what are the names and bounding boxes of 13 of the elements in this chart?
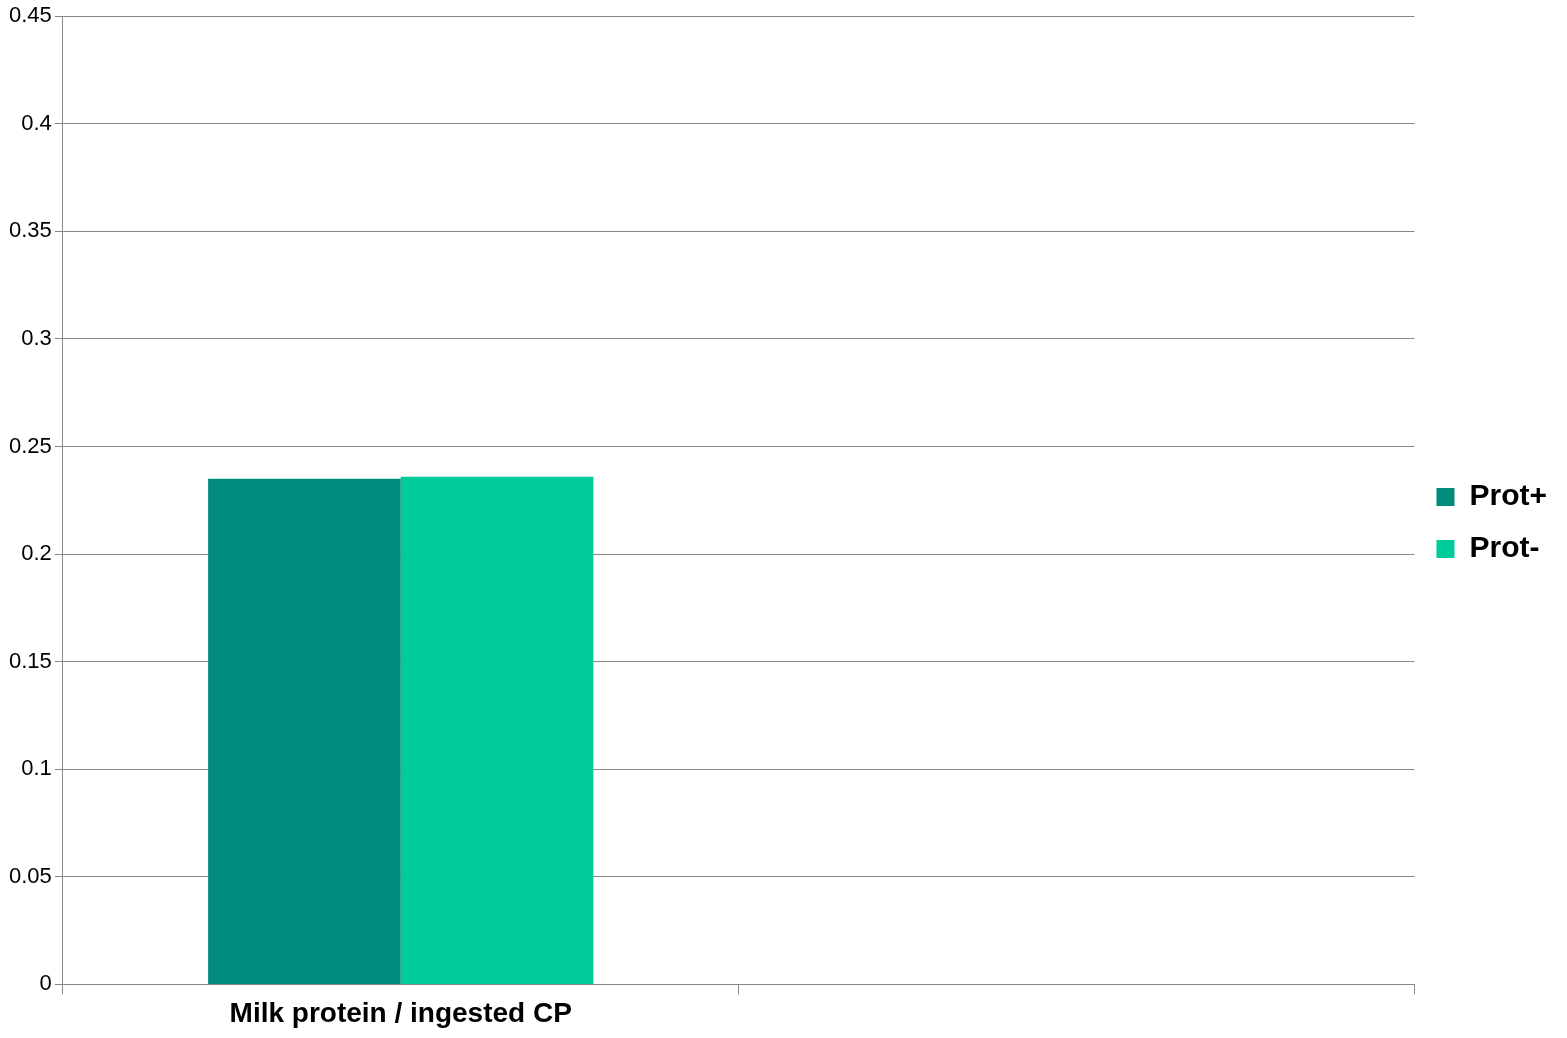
y-tick-label: 0 [39,970,52,996]
y-tick-label: 0.15 [8,647,52,673]
x-tick-label: Milk protein / ingested CP [229,996,572,1028]
y-tick-label: 0.25 [8,432,52,458]
y-tick-label: 0.1 [21,755,52,781]
legend-label: Prot- [1469,530,1540,564]
y-tick-label: 0.45 [8,2,52,28]
y-tick-label: 0.35 [8,217,52,243]
legend-label: Prot+ [1469,478,1548,512]
y-tick-label: 0.2 [21,540,52,566]
y-tick-label: 0.4 [21,109,52,135]
y-tick-label: 0.3 [21,325,52,350]
y-tick-label: 0.05 [8,862,52,888]
